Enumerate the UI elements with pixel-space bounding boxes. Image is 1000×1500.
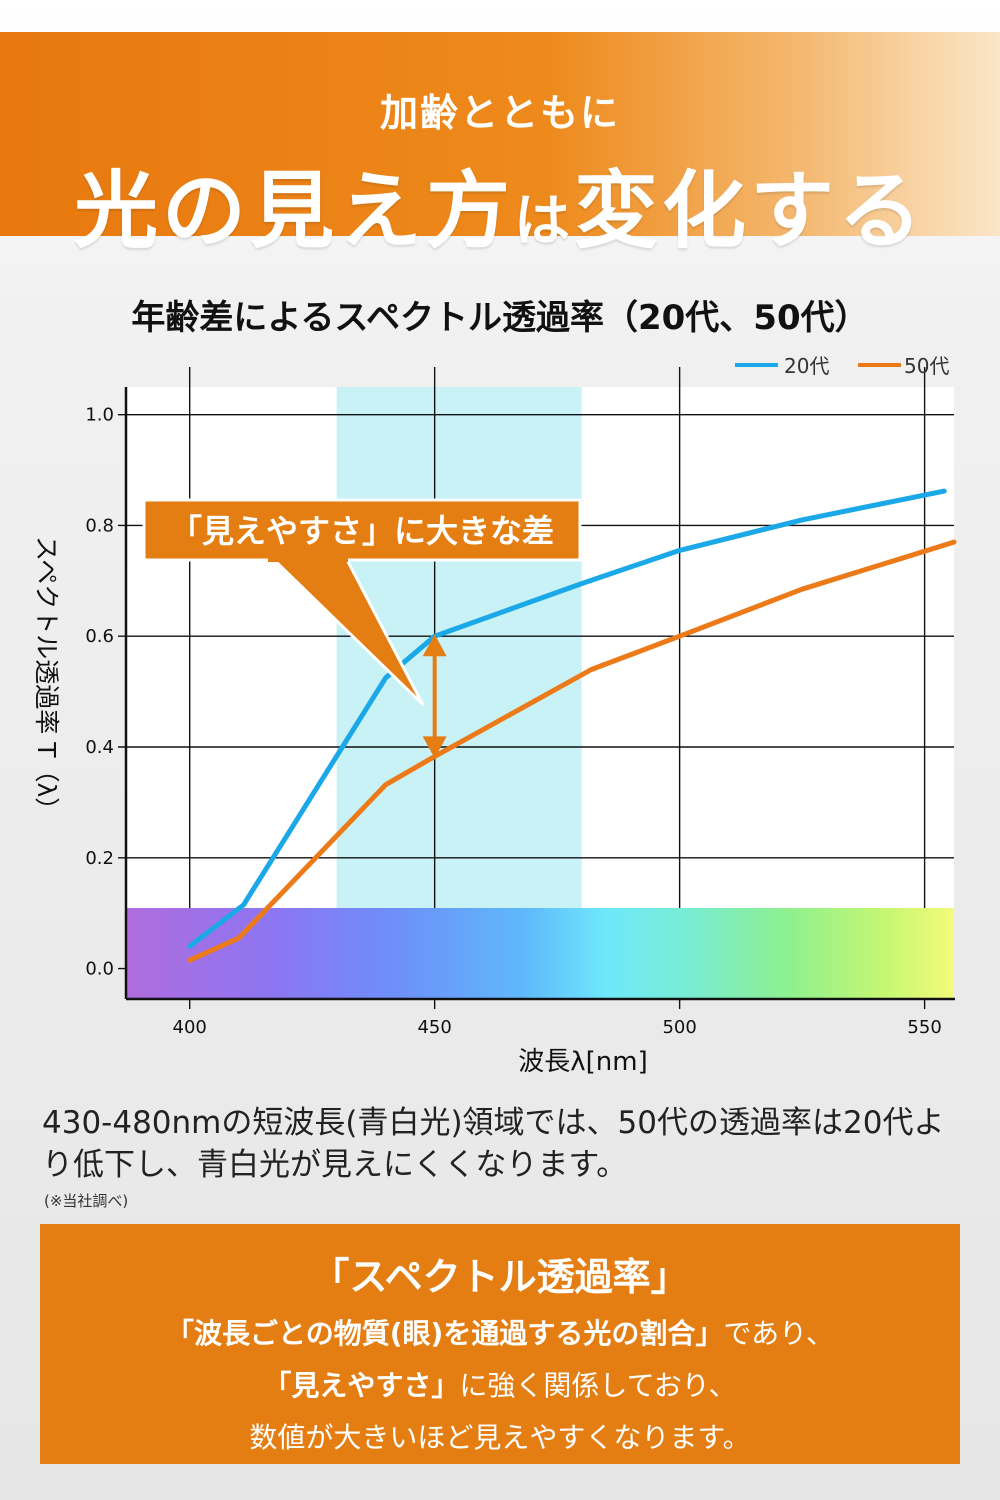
header-title-a: 光の見え方 xyxy=(73,162,514,260)
y-tick-label: 0.8 xyxy=(85,515,114,536)
y-tick-label: 0.0 xyxy=(85,959,114,980)
y-tick-label: 1.0 xyxy=(85,405,114,426)
series-line-1 xyxy=(187,488,947,949)
x-tick-label: 550 xyxy=(907,1017,941,1038)
x-tick-label: 500 xyxy=(662,1017,696,1038)
y-tick-label: 0.6 xyxy=(85,626,114,647)
explanation-line-3: 数値が大きいほど見えやすくなります。 xyxy=(249,1421,751,1454)
explanation-line-1: 「波長ごとの物質(眼)を通過する光の割合」であり、 xyxy=(40,1312,960,1352)
header-subtitle: 加齢とともに xyxy=(379,91,620,135)
header-title-b: は xyxy=(514,189,574,254)
x-tick-label: 400 xyxy=(173,1017,207,1038)
header-title-c: 変化する xyxy=(574,162,927,260)
callout-text: 「見えやすさ」に大きな差 xyxy=(170,512,554,550)
explanation-box: 「スペクトル透過率」 「波長ごとの物質(眼)を通過する光の割合」であり、 「見え… xyxy=(40,1224,960,1464)
legend-label-2: 50代 xyxy=(904,354,949,378)
tick-labels: 400 450 500 550 0.0 0.2 0.4 0.6 0.8 1.0 xyxy=(85,405,941,1038)
y-tick-label: 0.4 xyxy=(85,737,114,758)
explanation-line-1-bold: 「波長ごとの物質(眼)を通過する光の割合」 xyxy=(166,1317,724,1350)
annotation: 「見えやすさ」に大きな差 xyxy=(142,498,582,759)
source-note: (※当社調べ) xyxy=(44,1192,129,1210)
explanation-line-2-rest: に強く関係しており、 xyxy=(459,1369,737,1402)
arrow-head-up xyxy=(422,634,447,657)
explanation-title: 「スペクトル透過率」 xyxy=(311,1255,689,1299)
legend-label-1: 20代 xyxy=(784,354,829,378)
x-axis-label: 波長λ[nm] xyxy=(518,1047,647,1077)
spectrum-strip xyxy=(126,908,954,999)
chart-legend: 20代 50代 xyxy=(735,354,949,378)
description-text: 430-480nmの短波長(青白光)領域では、50代の透過率は20代より低下し、… xyxy=(42,1105,945,1183)
series-line-2 xyxy=(187,539,957,963)
chart-title: 年齢差によるスペクトル透過率（20代、50代） xyxy=(131,298,869,338)
explanation-line-1-rest: であり、 xyxy=(723,1317,834,1350)
x-tick-label: 450 xyxy=(417,1017,451,1038)
y-tick-label: 0.2 xyxy=(85,848,114,869)
y-axis-label: スペクトル透過率 T（λ） xyxy=(32,536,61,822)
explanation-line-2: 「見えやすさ」に強く関係しており、 xyxy=(40,1364,960,1404)
explanation-line-2-bold: 「見えやすさ」 xyxy=(263,1369,460,1402)
callout-box xyxy=(142,498,582,562)
header-banner: 加齢とともに 光の見え方は変化する xyxy=(0,32,1000,260)
transmittance-chart: 「見えやすさ」に大きな差 400 450 500 550 0.0 0.2 0.4 0.6 0.8… xyxy=(32,354,957,1077)
series-lines xyxy=(187,488,957,963)
arrow-head-down xyxy=(422,736,447,759)
callout-joint xyxy=(268,554,348,562)
header-title: 光の見え方は変化する xyxy=(0,144,1000,265)
